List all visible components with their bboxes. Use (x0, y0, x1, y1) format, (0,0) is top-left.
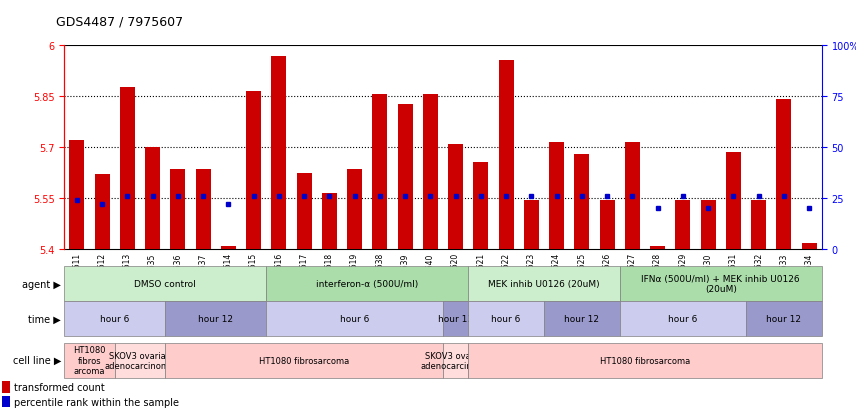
Text: HT1080 fibrosarcoma: HT1080 fibrosarcoma (600, 356, 690, 365)
Bar (448, 144, 463, 250)
Bar (625, 142, 640, 250)
Text: hour 6: hour 6 (491, 315, 520, 323)
Bar (397, 105, 413, 250)
Bar (322, 194, 337, 250)
Bar (170, 170, 186, 250)
Bar (700, 200, 716, 250)
Text: hour 6: hour 6 (100, 315, 129, 323)
Bar (271, 57, 287, 250)
Bar (145, 148, 160, 250)
Bar (675, 200, 691, 250)
Bar (599, 200, 615, 250)
Text: MEK inhib U0126 (20uM): MEK inhib U0126 (20uM) (488, 280, 600, 288)
Bar (372, 95, 388, 250)
Bar (751, 200, 766, 250)
Text: HT1080 fibrosarcoma: HT1080 fibrosarcoma (259, 356, 349, 365)
Text: percentile rank within the sample: percentile rank within the sample (14, 396, 179, 407)
Text: hour 12: hour 12 (199, 315, 233, 323)
Bar (524, 200, 539, 250)
Text: time ▶: time ▶ (28, 314, 61, 324)
Bar (473, 163, 489, 250)
Bar (221, 247, 236, 250)
Text: hour 6: hour 6 (340, 315, 369, 323)
Bar (650, 247, 665, 250)
Text: hour 12: hour 12 (438, 315, 473, 323)
Text: SKOV3 ovarian
adenocarcinoma: SKOV3 ovarian adenocarcinoma (420, 351, 490, 370)
Bar (2, 396, 10, 407)
Bar (69, 141, 85, 250)
Bar (801, 243, 817, 250)
Text: agent ▶: agent ▶ (22, 279, 61, 289)
Text: hour 6: hour 6 (669, 315, 698, 323)
Bar (120, 88, 135, 250)
Bar (195, 170, 211, 250)
Bar (2, 382, 10, 393)
Bar (498, 61, 514, 250)
Bar (726, 153, 741, 250)
Bar (347, 170, 362, 250)
Text: interferon-α (500U/ml): interferon-α (500U/ml) (316, 280, 419, 288)
Text: DMSO control: DMSO control (134, 280, 196, 288)
Text: HT1080
fibros
arcoma: HT1080 fibros arcoma (74, 346, 105, 375)
Text: hour 12: hour 12 (766, 315, 801, 323)
Text: IFNα (500U/ml) + MEK inhib U0126
(20uM): IFNα (500U/ml) + MEK inhib U0126 (20uM) (641, 274, 800, 294)
Bar (423, 95, 438, 250)
Bar (296, 173, 312, 250)
Bar (776, 100, 792, 250)
Text: hour 12: hour 12 (564, 315, 599, 323)
Text: cell line ▶: cell line ▶ (13, 355, 61, 366)
Text: SKOV3 ovarian
adenocarcinoma: SKOV3 ovarian adenocarcinoma (105, 351, 175, 370)
Bar (549, 142, 564, 250)
Text: transformed count: transformed count (14, 382, 104, 392)
Bar (574, 154, 590, 250)
Bar (246, 91, 261, 250)
Text: GDS4487 / 7975607: GDS4487 / 7975607 (56, 16, 183, 29)
Bar (94, 175, 110, 250)
